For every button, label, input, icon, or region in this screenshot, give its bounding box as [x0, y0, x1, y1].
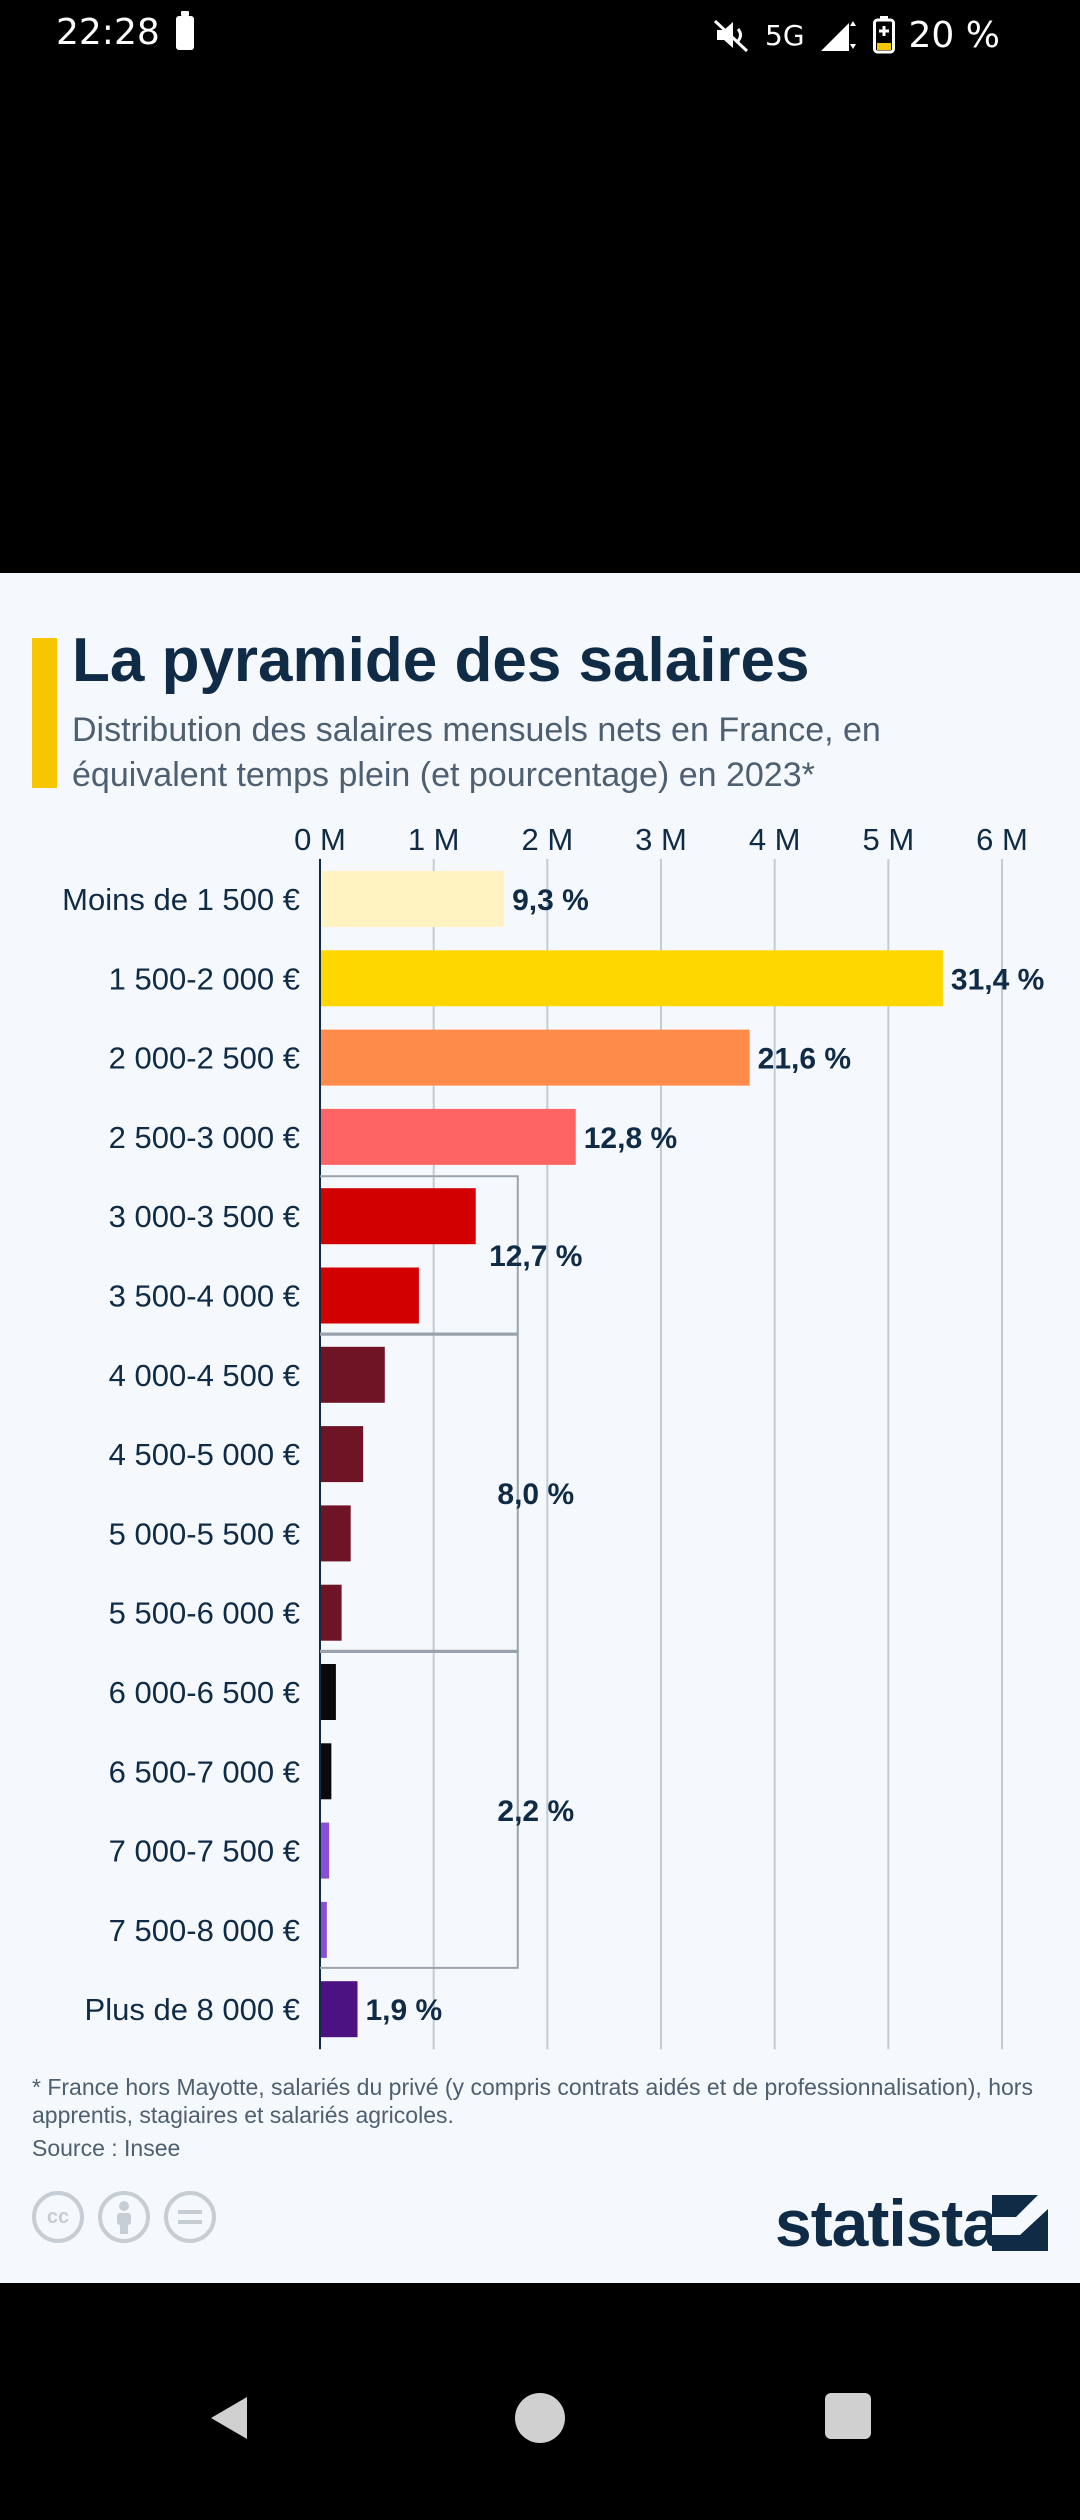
bar — [320, 1584, 342, 1641]
x-tick-label: 1 M — [408, 822, 460, 857]
category-label: 5 500-6 000 € — [109, 1596, 300, 1631]
title-accent-bar — [32, 638, 57, 788]
chart-title: La pyramide des salaires — [72, 626, 810, 695]
bar — [320, 1505, 351, 1562]
bar — [320, 1029, 750, 1086]
group-bracket — [320, 1175, 519, 1335]
license-icons: cc — [32, 2191, 216, 2243]
bar — [320, 1267, 419, 1324]
category-label: 4 000-4 500 € — [109, 1358, 300, 1393]
battery-percentage: 20 % — [908, 14, 1000, 56]
x-tick-label: 6 M — [976, 822, 1028, 857]
group-value-label: 12,7 % — [489, 1240, 582, 1273]
bar — [320, 1346, 385, 1403]
bar-value-label: 12,8 % — [584, 1122, 677, 1155]
x-tick-label: 4 M — [749, 822, 801, 857]
status-bar: 22:28 5G 20 % — [0, 0, 1080, 70]
bar — [320, 1188, 476, 1245]
bar — [320, 1981, 358, 2038]
category-label: 4 500-5 000 € — [109, 1437, 300, 1472]
category-label: Moins de 1 500 € — [62, 882, 300, 917]
bar — [320, 871, 505, 927]
category-label: 7 500-8 000 € — [109, 1913, 300, 1948]
blank-area — [0, 70, 1080, 573]
bar-value-label: 9,3 % — [512, 884, 589, 917]
category-label: 2 500-3 000 € — [109, 1120, 300, 1155]
bar-value-label: 21,6 % — [758, 1043, 851, 1076]
battery-notification-icon — [176, 11, 194, 50]
category-label: 3 000-3 500 € — [109, 1199, 300, 1234]
category-label: 1 500-2 000 € — [109, 961, 300, 996]
category-label: 3 500-4 000 € — [109, 1279, 300, 1314]
x-tick-label: 3 M — [635, 822, 687, 857]
bar — [320, 1822, 330, 1879]
chart-subtitle: Distribution des salaires mensuels nets … — [72, 711, 881, 794]
by-icon — [98, 2191, 150, 2243]
bar — [320, 1664, 336, 1720]
battery-icon — [872, 16, 895, 54]
group-value-label: 2,2 % — [497, 1795, 574, 1828]
recent-apps-button[interactable] — [825, 2393, 871, 2439]
footnote: * France hors Mayotte, salariés du privé… — [32, 2074, 1033, 2128]
network-type: 5G — [765, 18, 805, 52]
bar — [320, 1108, 576, 1165]
infographic-card[interactable]: La pyramide des salaires Distribution de… — [0, 573, 1080, 2283]
bar-value-label: 1,9 % — [366, 1994, 443, 2027]
mute-icon — [713, 19, 749, 53]
navigation-bar — [0, 2283, 1080, 2520]
status-time: 22:28 — [56, 12, 160, 53]
bar — [320, 950, 943, 1007]
nd-icon — [164, 2191, 216, 2243]
category-label: 5 000-5 500 € — [109, 1516, 300, 1551]
x-tick-label: 0 M — [294, 822, 346, 857]
x-tick-label: 5 M — [862, 822, 914, 857]
home-button[interactable] — [515, 2393, 565, 2443]
bar-value-label: 31,4 % — [951, 963, 1044, 996]
group-value-label: 8,0 % — [497, 1478, 574, 1511]
group-bracket — [320, 1651, 519, 1969]
bar — [320, 1743, 332, 1800]
category-label: 6 000-6 500 € — [109, 1675, 300, 1710]
bar-chart: 0 M 1 M 2 M 3 M 4 M 5 M 6 M Moins de 1 500 € 1 5… — [62, 822, 1044, 2050]
statista-logo-text[interactable]: statista — [775, 2186, 999, 2260]
category-label: 7 000-7 500 € — [109, 1834, 300, 1869]
x-tick-label: 2 M — [521, 822, 573, 857]
statista-logo-icon[interactable] — [992, 2195, 1048, 2251]
bar — [320, 1901, 327, 1958]
cc-icon: cc — [32, 2191, 84, 2243]
status-icons: 5G 20 % — [711, 12, 1000, 58]
category-label: 2 000-2 500 € — [109, 1041, 300, 1076]
category-label: 6 500-7 000 € — [109, 1754, 300, 1789]
bar — [320, 1426, 364, 1483]
signal-icon — [820, 21, 856, 51]
back-icon[interactable] — [205, 2393, 255, 2443]
category-label: Plus de 8 000 € — [85, 1992, 300, 2027]
group-bracket — [320, 1333, 519, 1652]
source-label: Source : Insee — [32, 2135, 181, 2161]
